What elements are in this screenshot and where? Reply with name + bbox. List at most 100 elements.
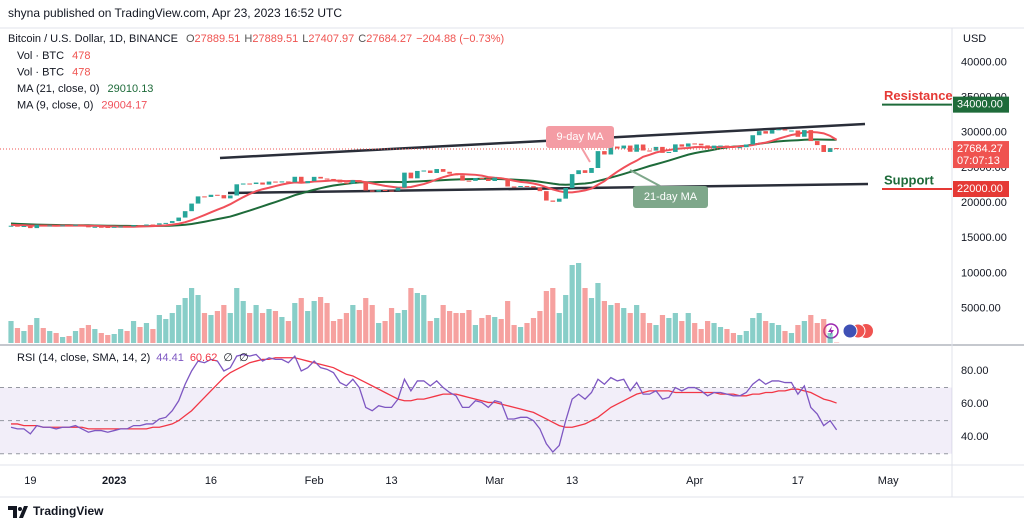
logo-dot <box>18 507 22 511</box>
candle-body <box>324 178 330 180</box>
volume-bar <box>743 331 749 343</box>
volume-bar <box>105 335 111 343</box>
volume-bar <box>556 313 562 343</box>
x-tick-label: 13 <box>566 475 578 487</box>
candle-body <box>247 183 252 185</box>
candle-body <box>821 145 826 152</box>
volume-bar <box>292 303 298 343</box>
candle-body <box>518 185 523 187</box>
flag-icon[interactable] <box>842 323 858 339</box>
level-name: Resistance <box>884 88 953 103</box>
volume-bar <box>240 301 246 343</box>
candle-body <box>28 226 33 229</box>
candle-body <box>92 226 98 228</box>
indicator-legend: Vol · BTC 478 <box>17 66 90 78</box>
volume-bar <box>788 333 795 343</box>
candle-body <box>705 145 710 149</box>
candle-body <box>814 141 820 146</box>
volume-bar <box>447 311 453 343</box>
candle-body <box>544 191 549 201</box>
volume-bar <box>66 336 72 343</box>
candle-body <box>189 203 194 212</box>
candle-body <box>176 217 181 222</box>
candle-body <box>647 150 652 152</box>
candle-body <box>447 171 452 174</box>
candle-body <box>408 172 414 179</box>
volume-bar <box>530 318 537 343</box>
volume-bar <box>827 333 833 343</box>
volume-bar <box>769 323 775 343</box>
rsi-value: ∅ <box>223 352 233 364</box>
volume-bar <box>498 319 504 343</box>
candle-body <box>711 145 717 149</box>
candle-body <box>737 147 743 149</box>
volume-bar <box>730 333 736 343</box>
ohlc-value: 27889.51 <box>195 33 241 45</box>
candle-body <box>769 130 775 134</box>
candle-body <box>782 129 788 131</box>
currency: USD <box>963 33 986 45</box>
candle-body <box>163 222 169 224</box>
volume-bar <box>427 321 433 343</box>
y-tick-label: 40000.00 <box>961 56 1007 68</box>
candle-body <box>615 146 620 149</box>
candle-body <box>421 170 427 172</box>
last-price-box <box>953 141 1009 169</box>
volume-bar <box>608 305 614 343</box>
indicator-value: 29004.17 <box>101 99 147 111</box>
volume-bar <box>40 328 46 343</box>
volume-bar <box>808 315 814 343</box>
candle-body <box>434 169 439 173</box>
indicator-legend: MA (9, close, 0) 29004.17 <box>17 99 147 111</box>
candle-body <box>827 148 833 152</box>
candle-body <box>111 226 117 228</box>
candle-body <box>498 177 504 179</box>
volume-bar <box>227 313 233 343</box>
candle-body <box>8 225 14 227</box>
x-tick-label: Apr <box>686 475 703 487</box>
y-tick-label: 10000.00 <box>961 267 1007 279</box>
candle-body <box>66 225 72 227</box>
candle-body <box>105 226 111 228</box>
candle-body <box>531 186 536 188</box>
y-tick-label: 20000.00 <box>961 197 1007 209</box>
volume-bar <box>156 315 162 343</box>
volume-bar <box>724 329 730 343</box>
header: shyna published on TradingView.com, Apr … <box>8 6 342 20</box>
ohlc-value: 27684.27 <box>366 33 412 45</box>
volume-bar <box>150 329 156 343</box>
candle-body <box>221 195 227 199</box>
volume-bar <box>414 293 420 343</box>
candle-body <box>415 170 420 179</box>
volume-bar <box>21 331 27 343</box>
volume-bar <box>672 313 678 343</box>
candle-body <box>382 190 388 191</box>
candle-body <box>550 200 556 202</box>
volume-bar <box>408 288 414 343</box>
change: −204.88 (−0.73%) <box>416 33 504 45</box>
volume-bar <box>266 309 272 343</box>
candle-body <box>834 148 839 150</box>
volume-bar <box>505 301 511 343</box>
candle-body <box>344 182 349 184</box>
candle-body <box>795 130 801 137</box>
volume-bar <box>717 327 724 343</box>
candle-body <box>569 174 575 189</box>
candle-body <box>634 144 639 152</box>
rsi-tick-label: 80.00 <box>961 365 989 377</box>
volume-bar <box>459 313 466 343</box>
volume-bar <box>537 311 543 343</box>
volume-bar <box>376 323 382 343</box>
x-tick-label: 2023 <box>102 475 126 487</box>
volume-bar <box>763 321 769 343</box>
volume-bar <box>72 331 79 343</box>
candle-body <box>511 186 517 188</box>
volume-bar <box>453 313 459 343</box>
volume-bar <box>182 298 188 343</box>
volume-bar <box>272 311 279 343</box>
rsi-value: ∅ <box>239 352 249 364</box>
candle-body <box>473 178 478 181</box>
candle-body <box>505 178 510 187</box>
volume-bar <box>511 325 517 343</box>
